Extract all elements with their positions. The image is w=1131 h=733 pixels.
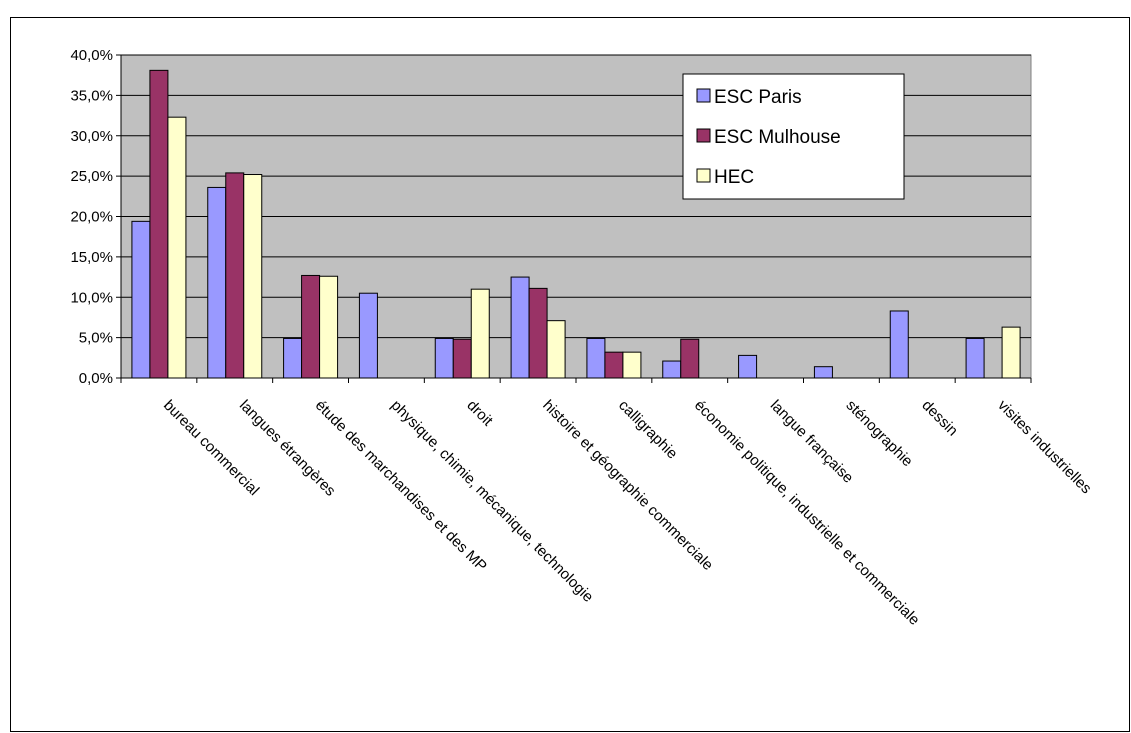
bar [528, 287, 548, 379]
bar [207, 186, 227, 379]
bar [662, 360, 682, 379]
bar [452, 338, 472, 379]
y-tick-label: 0,0% [79, 370, 113, 387]
y-tick-label: 10,0% [70, 289, 113, 306]
axes [116, 54, 1032, 383]
legend-label: ESC Paris [714, 87, 802, 108]
y-tick-label: 30,0% [70, 128, 113, 145]
bar [680, 338, 700, 379]
y-tick-label: 40,0% [70, 47, 113, 64]
y-tick-label: 35,0% [70, 87, 113, 104]
category-label: dessin [918, 397, 961, 440]
bar [149, 69, 169, 379]
bar [813, 366, 833, 379]
category-label: calligraphie [615, 397, 681, 463]
bar [586, 337, 606, 379]
legend-swatch [696, 168, 711, 183]
legend-swatch [696, 88, 711, 103]
category-label: visites industrielles [994, 397, 1094, 497]
bar [225, 172, 245, 379]
bar [889, 310, 909, 379]
bar [167, 116, 187, 379]
bar-chart: 0,0% 5,0% 10,0% 15,0% 20,0% 25,0% 30,0% 35,0% 40… [70, 47, 1095, 629]
bar [358, 292, 378, 379]
y-tick-label: 5,0% [79, 330, 113, 347]
bar [434, 337, 454, 379]
bar [1001, 326, 1021, 379]
bar [283, 337, 303, 379]
legend-label: HEC [714, 167, 754, 188]
bar [965, 337, 985, 379]
bars [131, 69, 1021, 379]
bar [301, 274, 321, 379]
bar [622, 351, 642, 379]
bar [546, 320, 566, 379]
legend-label: ESC Mulhouse [714, 127, 841, 148]
y-tick-label: 25,0% [70, 168, 113, 185]
y-tick-labels: 0,0% 5,0% 10,0% 15,0% 20,0% 25,0% 30,0% 35,0% 40… [70, 47, 113, 387]
legend: ESC Paris ESC Mulhouse HEC [682, 73, 905, 200]
bar [131, 220, 151, 379]
bar [243, 174, 263, 379]
bar [604, 351, 624, 379]
legend-swatch [696, 128, 711, 143]
category-label: étude des marchandises et des MP [312, 397, 490, 575]
category-label: droit [463, 397, 496, 430]
category-label: histoire et géographie commerciale [539, 397, 716, 574]
bar [738, 354, 758, 379]
bar [470, 288, 490, 379]
y-tick-label: 20,0% [70, 209, 113, 226]
chart-frame: 0,0% 5,0% 10,0% 15,0% 20,0% 25,0% 30,0% 35,0% 40… [10, 17, 1130, 732]
bar [510, 276, 530, 379]
bar [319, 275, 339, 379]
category-label: sténographie [843, 397, 916, 470]
legend-box [682, 73, 905, 200]
y-tick-label: 15,0% [70, 249, 113, 266]
